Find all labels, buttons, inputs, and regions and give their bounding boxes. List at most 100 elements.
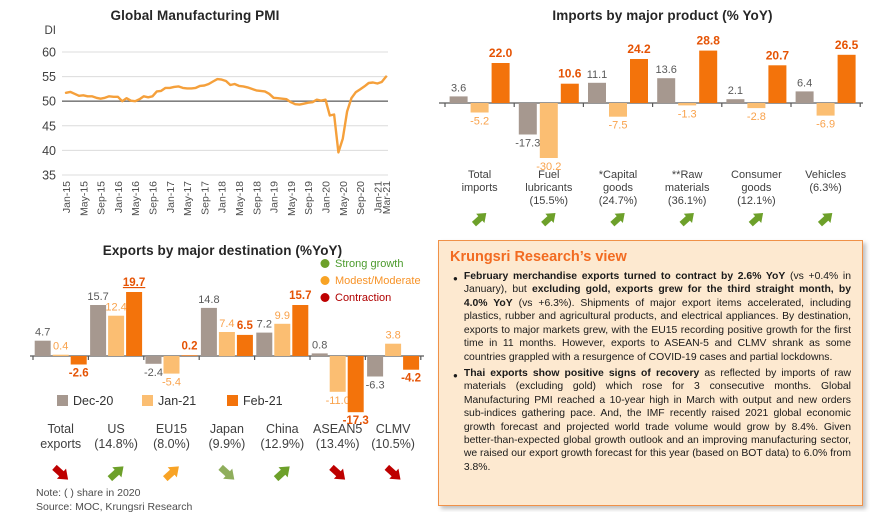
category-label: materials xyxy=(665,182,710,194)
category-label: Consumer xyxy=(731,169,782,181)
bar-feb-21 xyxy=(181,355,198,356)
value-label: -2.4 xyxy=(144,367,163,379)
x-tick-label: May-19 xyxy=(286,181,298,216)
category-label: China xyxy=(266,422,299,436)
bar-jan-21 xyxy=(816,103,835,116)
value-label: -2.8 xyxy=(747,111,766,123)
value-label: -17.3 xyxy=(515,138,540,150)
value-label: 3.8 xyxy=(385,330,400,342)
category-label: (36.1%) xyxy=(668,195,707,207)
imports-chart-panel: Imports by major product (% YoY) 3.6 -17.… xyxy=(435,0,870,235)
x-tick-label: Mar-21 xyxy=(381,181,393,214)
bar-feb-21 xyxy=(347,356,364,413)
legend-dot-green xyxy=(320,259,330,268)
category-label: (12.1%) xyxy=(737,195,776,207)
bar-dec-20 xyxy=(200,307,217,356)
category-label: (13.4%) xyxy=(316,437,360,451)
category-label: lubricants xyxy=(525,182,573,194)
value-label: 24.2 xyxy=(627,42,651,56)
value-label: 13.6 xyxy=(655,64,676,76)
category-label: **Raw xyxy=(672,169,703,181)
bar-jan-21 xyxy=(274,323,291,356)
bar-jan-21 xyxy=(329,356,346,392)
bar-feb-21 xyxy=(630,59,648,103)
value-label: 22.0 xyxy=(489,46,513,60)
bar-dec-20 xyxy=(311,353,328,356)
trend-arrow-se-sage xyxy=(218,464,235,480)
bar-jan-21 xyxy=(108,315,125,356)
trend-arrow-ne-amber xyxy=(163,466,179,482)
category-label: (15.5%) xyxy=(530,195,569,207)
value-label: 19.7 xyxy=(123,277,145,289)
bar-dec-20 xyxy=(518,103,537,135)
trend-arrow-ne-green xyxy=(610,212,625,227)
research-view-bullets: ● February merchandise exports turned to … xyxy=(450,270,851,474)
view-bullet-item: ● February merchandise exports turned to … xyxy=(450,270,851,364)
bar-jan-21 xyxy=(609,103,627,117)
value-label: 14.8 xyxy=(198,294,219,306)
bar-feb-21 xyxy=(491,63,510,103)
bar-dec-20 xyxy=(145,356,162,364)
bar-jan-21 xyxy=(470,103,489,113)
value-label: 3.6 xyxy=(451,82,466,94)
category-label: Total xyxy=(468,169,491,181)
legend-dot-darkred xyxy=(320,293,330,302)
trend-arrow-ne-green xyxy=(679,212,694,227)
value-label: 2.1 xyxy=(728,85,743,97)
bar-dec-20 xyxy=(657,78,676,103)
trend-arrow-se-darkred xyxy=(52,464,69,480)
exports-chart-panel: Exports by major destination (%YoY) 4.7 1… xyxy=(0,230,435,512)
value-label: 9.9 xyxy=(275,310,290,322)
category-label: (10.5%) xyxy=(371,437,415,451)
value-label: -5.2 xyxy=(470,116,489,128)
bar-feb-21 xyxy=(126,292,143,356)
imports-chart-title: Imports by major product (% YoY) xyxy=(552,8,773,23)
series-legend-swatch xyxy=(227,395,238,406)
bar-feb-21 xyxy=(837,54,856,103)
category-label: CLMV xyxy=(376,422,411,436)
pmi-chart-panel: Global Manufacturing PMI 60 55 50 45 40 35 DI J… xyxy=(0,0,435,230)
value-label: 4.7 xyxy=(35,327,50,339)
category-label: Japan xyxy=(210,422,244,436)
value-label: 7.4 xyxy=(219,318,234,330)
bar-feb-21 xyxy=(768,65,787,103)
trend-arrow-ne-green xyxy=(541,212,556,227)
bar-jan-21 xyxy=(52,354,69,356)
x-tick-label: Sep-20 xyxy=(355,181,367,215)
pmi-series-line xyxy=(64,75,388,154)
value-label: 28.8 xyxy=(697,34,721,48)
category-label: (24.7%) xyxy=(599,195,638,207)
series-legend-swatch xyxy=(57,395,68,406)
value-label: 15.7 xyxy=(289,290,311,302)
x-tick-label: Sep-15 xyxy=(96,181,108,215)
value-label: -1.3 xyxy=(678,108,697,120)
value-label: 0.8 xyxy=(312,339,327,351)
x-tick-label: Jan-16 xyxy=(113,181,125,213)
category-label: (6.3%) xyxy=(809,182,841,194)
series-legend-label: Feb-21 xyxy=(243,394,283,408)
trend-arrow-se-darkred xyxy=(329,464,346,480)
series-legend-label: Jan-21 xyxy=(158,394,196,408)
value-label: -11.0 xyxy=(326,395,350,407)
chart-note: Note: ( ) share in 2020 xyxy=(36,487,141,499)
bar-feb-21 xyxy=(292,305,309,356)
y-tick-label: 55 xyxy=(42,70,56,84)
category-label: (8.0%) xyxy=(153,437,190,451)
value-label: -2.6 xyxy=(69,367,89,379)
value-label: -6.9 xyxy=(816,119,835,131)
pmi-chart-title: Global Manufacturing PMI xyxy=(110,8,280,23)
x-tick-label: May-15 xyxy=(78,181,90,216)
bullet-text: February merchandise exports turned to c… xyxy=(463,271,851,363)
category-label: US xyxy=(107,422,124,436)
x-tick-label: Jan-17 xyxy=(165,181,177,213)
y-axis-label: DI xyxy=(45,25,57,37)
x-tick-label: Sep-16 xyxy=(147,181,159,215)
x-tick-label: Sep-17 xyxy=(199,181,211,215)
trend-arrow-ne-green xyxy=(107,466,124,482)
x-tick-label: Sep-19 xyxy=(303,181,315,215)
bar-jan-21 xyxy=(539,103,558,158)
value-label: 0.2 xyxy=(182,340,198,352)
bar-dec-20 xyxy=(795,91,814,103)
value-label: 12.4 xyxy=(105,302,126,314)
